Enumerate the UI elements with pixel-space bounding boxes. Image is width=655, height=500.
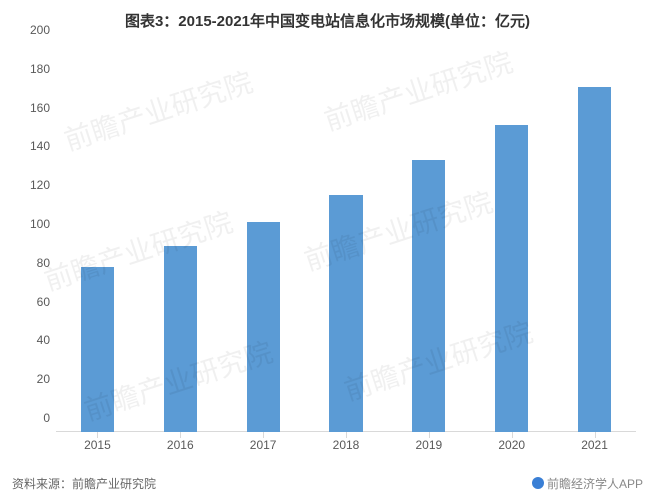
x-tick-label: 2020 <box>498 432 525 452</box>
x-tick-label: 2016 <box>167 432 194 452</box>
y-tick-label: 140 <box>30 139 56 153</box>
bar <box>578 87 611 432</box>
y-tick-label: 100 <box>30 217 56 231</box>
x-tick-label: 2018 <box>333 432 360 452</box>
chart-container: 图表3：2015-2021年中国变电站信息化市场规模(单位：亿元) 020406… <box>0 0 655 500</box>
y-tick-label: 60 <box>37 295 56 309</box>
y-tick-label: 40 <box>37 333 56 347</box>
bar <box>81 267 114 432</box>
bar <box>164 246 197 432</box>
x-tick-label: 2017 <box>250 432 277 452</box>
y-tick-label: 200 <box>30 23 56 37</box>
y-tick-label: 0 <box>43 411 56 425</box>
bar <box>247 222 280 432</box>
y-tick-label: 80 <box>37 256 56 270</box>
source-label: 资料来源：前瞻产业研究院 <box>12 475 156 492</box>
branding-icon <box>531 476 545 490</box>
y-tick-label: 180 <box>30 62 56 76</box>
x-tick-label: 2015 <box>84 432 111 452</box>
chart-footer: 资料来源：前瞻产业研究院 前瞻经济学人APP <box>0 475 655 500</box>
bar <box>412 160 445 432</box>
branding: 前瞻经济学人APP <box>531 475 643 492</box>
branding-text: 前瞻经济学人APP <box>547 477 643 491</box>
y-tick-label: 120 <box>30 178 56 192</box>
x-tick-label: 2019 <box>415 432 442 452</box>
bar <box>495 125 528 432</box>
plot-area: 0204060801001201401601802002015201620172… <box>56 44 636 432</box>
y-tick-label: 160 <box>30 101 56 115</box>
chart-title: 图表3：2015-2021年中国变电站信息化市场规模(单位：亿元) <box>0 0 655 31</box>
x-tick-label: 2021 <box>581 432 608 452</box>
bar <box>329 195 362 432</box>
y-tick-label: 20 <box>37 372 56 386</box>
